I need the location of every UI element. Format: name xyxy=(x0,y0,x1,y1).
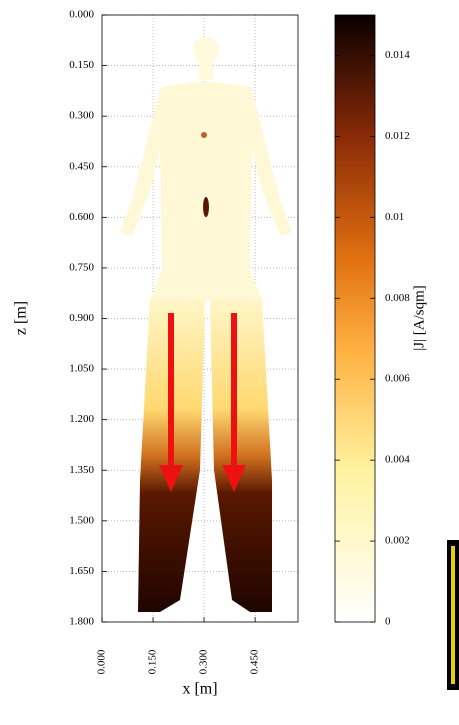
y-tick-label: 1.200 xyxy=(69,413,94,425)
body-map xyxy=(120,37,292,612)
y-tick-label: 0.750 xyxy=(69,261,94,273)
y-tick-label: 0.150 xyxy=(69,59,94,71)
y-tick-label: 1.500 xyxy=(69,514,94,526)
y-tick-label: 1.800 xyxy=(69,616,94,628)
y-tick-label: 1.050 xyxy=(69,363,94,375)
y-tick-label: 0.000 xyxy=(69,9,94,21)
colorbar-tick-label: 0 xyxy=(385,616,391,628)
y-tick-label: 0.450 xyxy=(69,160,94,172)
colorbar xyxy=(334,14,376,623)
side-bar-inner xyxy=(451,546,455,684)
y-tick-label: 1.650 xyxy=(69,565,94,577)
colorbar-label: |J| [A/sqm] xyxy=(411,285,427,351)
colorbar-tick-label: 0.01 xyxy=(385,211,404,223)
colorbar-tick-label: 0.004 xyxy=(385,454,410,466)
x-tick-label: 0.450 xyxy=(249,649,261,674)
y-axis-label: z [m] xyxy=(13,301,30,335)
y-tick-label: 0.300 xyxy=(69,110,94,122)
x-tick-label: 0.000 xyxy=(96,649,108,674)
colorbar-tick-label: 0.006 xyxy=(385,373,410,385)
colorbar-tick-label: 0.008 xyxy=(385,292,410,304)
y-tick-label: 0.600 xyxy=(69,211,94,223)
y-tick-label: 1.350 xyxy=(69,464,94,476)
colorbar-tick-label: 0.012 xyxy=(385,130,410,142)
arrows xyxy=(159,313,246,492)
x-tick-label: 0.150 xyxy=(147,649,159,674)
colorbar-tick-label: 0.002 xyxy=(385,535,410,547)
x-tick-label: 0.300 xyxy=(198,649,210,674)
colorbar-tick-label: 0.014 xyxy=(385,49,410,61)
x-axis-label: x [m] xyxy=(182,681,217,698)
y-tick-label: 0.900 xyxy=(69,312,94,324)
